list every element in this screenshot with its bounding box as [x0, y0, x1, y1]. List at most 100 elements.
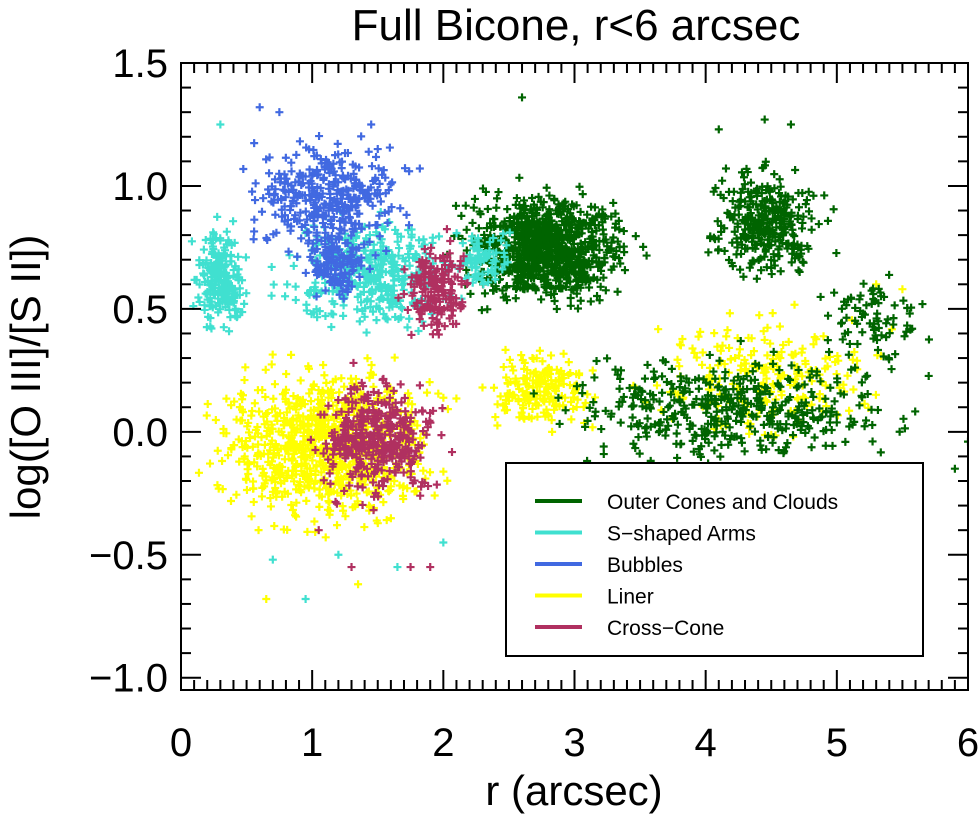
outer-cones-and-clouds-point: [493, 194, 502, 203]
liner-point: [528, 404, 537, 413]
outer-cones-and-clouds-point: [555, 277, 564, 286]
outer-cones-and-clouds-point: [566, 293, 575, 302]
liner-point: [539, 395, 548, 404]
outer-cones-and-clouds-point: [770, 170, 779, 179]
liner-point: [551, 400, 560, 409]
liner-point: [247, 512, 256, 521]
cross-cone-point: [434, 330, 443, 339]
outer-cones-and-clouds-point: [526, 248, 535, 257]
outer-cones-and-clouds-point: [853, 339, 862, 348]
outer-cones-and-clouds-point: [634, 433, 643, 442]
liner-point: [317, 468, 326, 477]
liner-point: [235, 403, 244, 412]
s-shaped-arms-point: [414, 326, 423, 335]
outer-cones-and-clouds-point: [592, 226, 601, 235]
liner-point: [249, 498, 258, 507]
liner-point: [549, 396, 558, 405]
s-shaped-arms-point: [405, 314, 414, 323]
data-points: [187, 93, 968, 604]
outer-cones-and-clouds-point: [521, 214, 530, 223]
bubbles-point: [251, 179, 260, 188]
liner-point: [247, 411, 256, 420]
liner-point: [763, 323, 772, 332]
liner-point: [425, 378, 434, 387]
liner-point: [725, 309, 734, 318]
bubbles-point: [367, 120, 376, 129]
liner-point: [354, 580, 363, 589]
liner-point: [331, 375, 340, 384]
outer-cones-and-clouds-point: [611, 223, 620, 232]
liner-point: [798, 344, 807, 353]
outer-cones-and-clouds-point: [924, 335, 933, 344]
outer-cones-and-clouds-point: [807, 443, 816, 452]
liner-point: [503, 389, 512, 398]
liner-point: [266, 502, 275, 511]
liner-point: [675, 362, 684, 371]
liner-point: [274, 463, 283, 472]
liner-point: [294, 411, 303, 420]
outer-cones-and-clouds-point: [694, 384, 703, 393]
outer-cones-and-clouds-point: [609, 262, 618, 271]
liner-point: [898, 285, 907, 294]
liner-point: [283, 489, 292, 498]
liner-point: [267, 360, 276, 369]
liner-point: [322, 483, 331, 492]
outer-cones-and-clouds-point: [573, 255, 582, 264]
s-shaped-arms-point: [362, 328, 371, 337]
liner-point: [270, 522, 279, 531]
liner-point: [292, 498, 301, 507]
liner-point: [315, 502, 324, 511]
liner-point: [536, 377, 545, 386]
liner-point: [278, 492, 287, 501]
liner-point: [306, 397, 315, 406]
outer-cones-and-clouds-point: [538, 203, 547, 212]
outer-cones-and-clouds-point: [576, 271, 585, 280]
liner-point: [224, 451, 233, 460]
liner-point: [333, 521, 342, 530]
liner-point: [747, 351, 756, 360]
liner-point: [311, 476, 320, 485]
x-tick-label: 4: [695, 721, 717, 765]
liner-point: [419, 466, 428, 475]
outer-cones-and-clouds-point: [890, 301, 899, 310]
liner-point: [218, 457, 227, 466]
outer-cones-and-clouds-point: [576, 207, 585, 216]
liner-point: [385, 487, 394, 496]
liner-point: [489, 383, 498, 392]
outer-cones-and-clouds-point: [704, 248, 713, 257]
outer-cones-and-clouds-point: [569, 285, 578, 294]
liner-point: [496, 392, 505, 401]
outer-cones-and-clouds-point: [515, 200, 524, 209]
liner-point: [569, 404, 578, 413]
outer-cones-and-clouds-point: [855, 401, 864, 410]
s-shaped-arms-point: [240, 299, 249, 308]
outer-cones-and-clouds-point: [509, 252, 518, 261]
outer-cones-and-clouds-point: [528, 253, 537, 262]
liner-point: [382, 516, 391, 525]
x-tick-label: 0: [170, 721, 192, 765]
liner-point: [282, 385, 291, 394]
cross-cone-point: [418, 407, 427, 416]
outer-cones-and-clouds-point: [739, 272, 748, 281]
liner-point: [508, 362, 517, 371]
liner-point: [261, 409, 270, 418]
liner-point: [302, 453, 311, 462]
liner-point: [821, 381, 830, 390]
liner-point: [346, 374, 355, 383]
liner-point: [249, 477, 258, 486]
outer-cones-and-clouds-point: [482, 224, 491, 233]
s-shaped-arms-point: [403, 323, 412, 332]
liner-point: [302, 496, 311, 505]
liner-point: [809, 340, 818, 349]
liner-point: [232, 490, 241, 499]
liner-point: [287, 501, 296, 510]
liner-point: [261, 392, 270, 401]
liner-point: [300, 447, 309, 456]
liner-point: [539, 408, 548, 417]
outer-cones-and-clouds-point: [590, 412, 599, 421]
liner-point: [522, 388, 531, 397]
cross-cone-point: [446, 236, 455, 245]
bubbles-point: [287, 167, 296, 176]
liner-point: [272, 411, 281, 420]
